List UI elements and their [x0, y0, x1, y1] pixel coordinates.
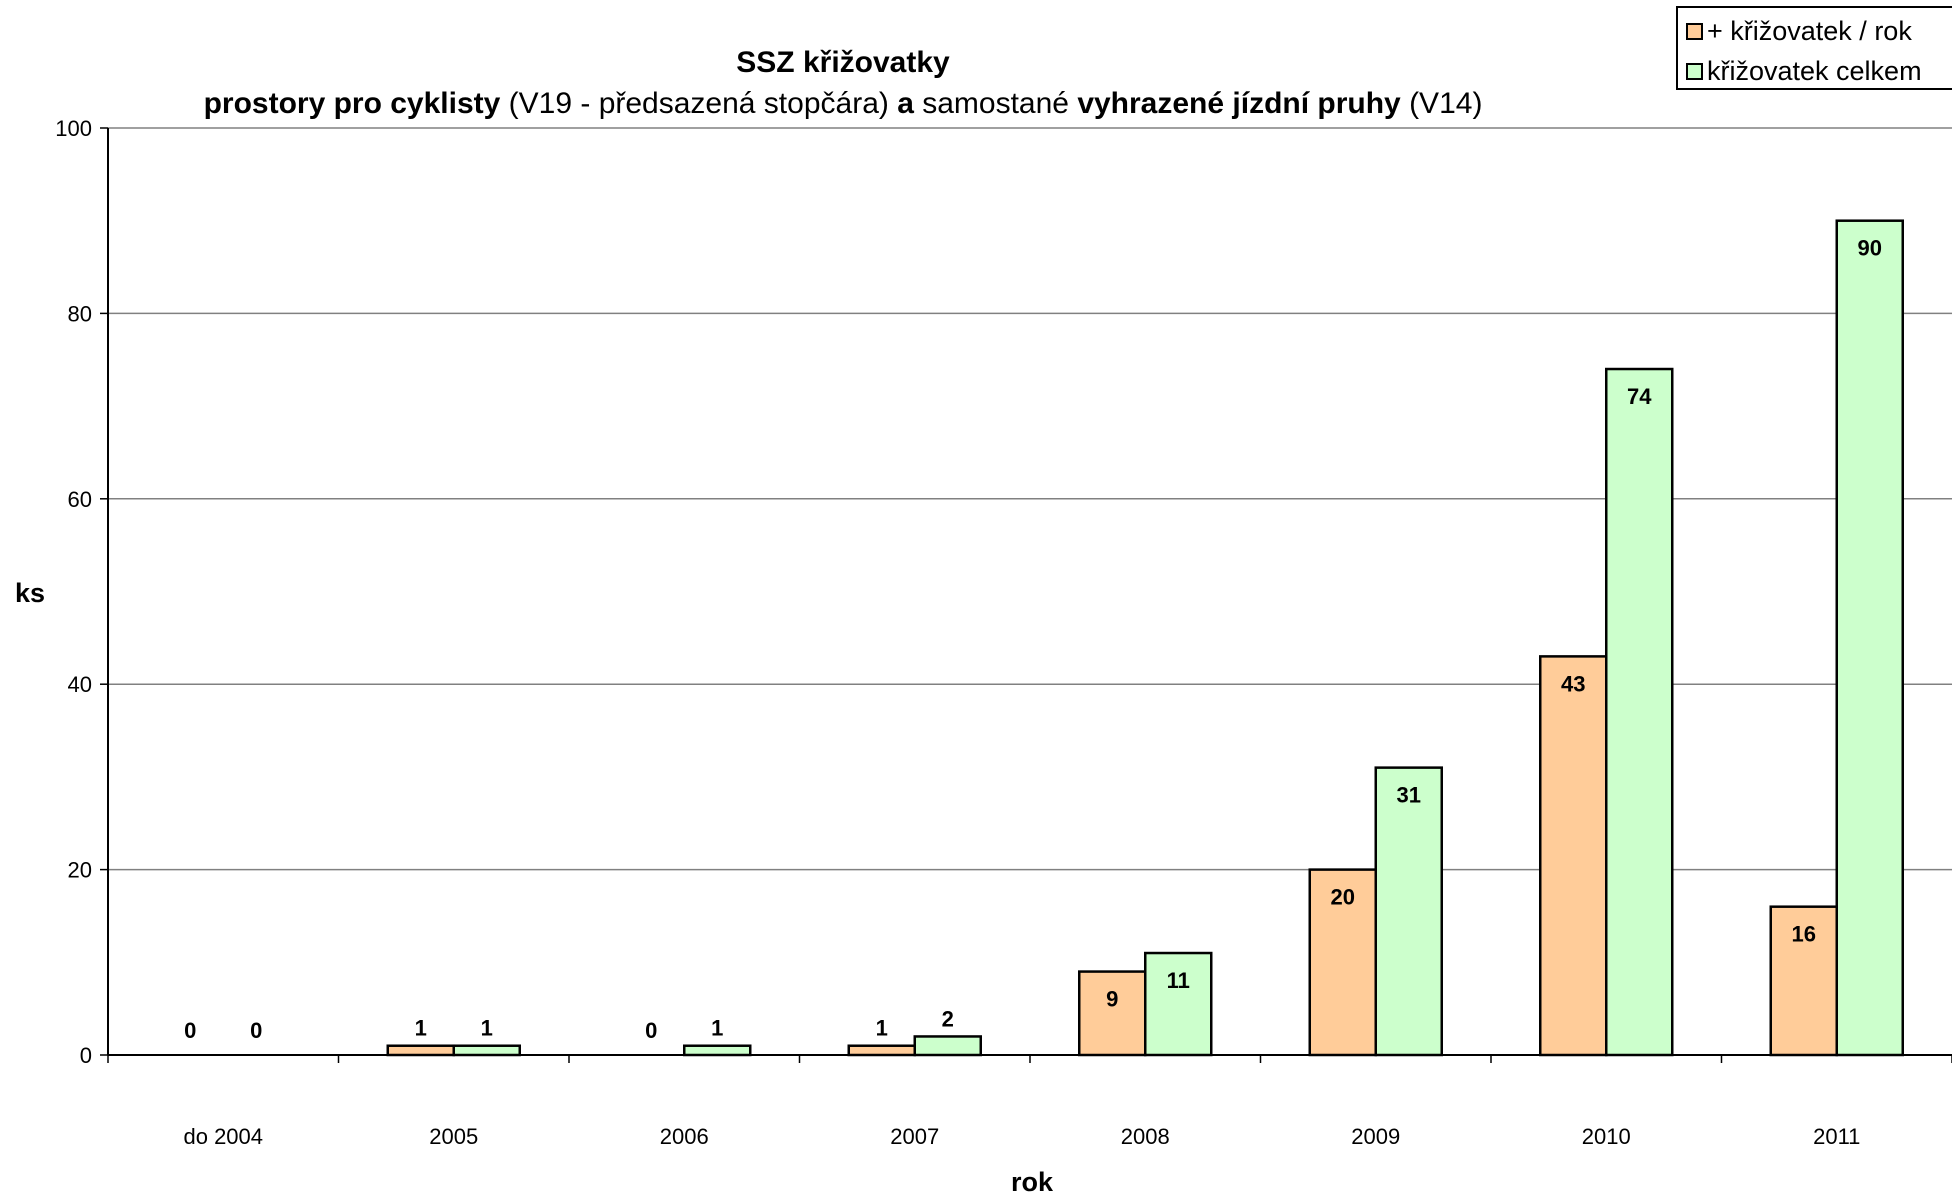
subtitle-part-2: a [897, 87, 914, 120]
y-tick-label: 100 [55, 116, 92, 141]
data-label: 16 [1792, 922, 1816, 947]
chart-title: SSZ křižovatky [736, 46, 950, 79]
data-label: 1 [876, 1016, 888, 1041]
subtitle-part-4: vyhrazené jízdní pruhy [1077, 87, 1401, 120]
y-tick-label: 60 [68, 487, 92, 512]
legend-swatch-total [1686, 63, 1703, 80]
data-label: 43 [1561, 671, 1585, 696]
legend-label-per-year: + křižovatek / rok [1707, 16, 1912, 46]
legend-item-per-year: + křižovatek / rok [1686, 16, 1912, 47]
y-tick-label: 40 [68, 672, 92, 697]
bar [1835, 219, 1904, 1057]
x-axis-label: rok [1011, 1167, 1054, 1197]
data-label: 31 [1397, 783, 1421, 808]
x-tick-label: 2006 [660, 1124, 709, 1149]
data-label: 9 [1106, 987, 1118, 1012]
bar [913, 1035, 982, 1057]
data-label: 0 [184, 1018, 196, 1043]
x-tick-label: 2009 [1351, 1124, 1400, 1149]
bar [386, 1044, 455, 1057]
y-axis: 0 20 40 60 80 100 [55, 116, 109, 1068]
bars [386, 219, 1904, 1057]
data-label: 1 [481, 1016, 493, 1041]
bar [452, 1044, 521, 1057]
legend-item-total: křižovatek celkem [1686, 56, 1922, 87]
subtitle-part-3: samostané [914, 87, 1077, 120]
x-axis: do 2004 2005 2006 2007 2008 2009 2010 2011 [107, 1054, 1952, 1149]
bar [1374, 766, 1443, 1057]
data-label: 20 [1331, 885, 1355, 910]
subtitle-part-0: prostory pro cyklisty [204, 87, 501, 120]
data-label: 1 [415, 1016, 427, 1041]
legend-swatch-per-year [1686, 23, 1703, 40]
y-tick-label: 80 [68, 301, 92, 326]
bar [1539, 655, 1608, 1057]
bar [1078, 970, 1147, 1057]
x-tick-label: 2005 [429, 1124, 478, 1149]
y-tick-label: 0 [80, 1043, 92, 1068]
x-tick-label: 2010 [1582, 1124, 1631, 1149]
data-label: 0 [645, 1018, 657, 1043]
legend: + křižovatek / rok křižovatek celkem [1676, 6, 1952, 90]
chart-subtitle: prostory pro cyklisty (V19 - předsazená … [204, 87, 1483, 120]
data-label: 90 [1858, 236, 1882, 261]
bar [1605, 367, 1674, 1057]
x-tick-label: 2008 [1121, 1124, 1170, 1149]
bar [847, 1044, 916, 1057]
bar [683, 1044, 752, 1057]
legend-label-total: křižovatek celkem [1707, 56, 1922, 86]
data-label: 74 [1627, 384, 1652, 409]
data-label: 2 [942, 1006, 954, 1031]
x-tick-label: 2011 [1813, 1124, 1860, 1149]
data-label: 11 [1167, 968, 1190, 993]
subtitle-part-1: (V19 - předsazená stopčára) [500, 87, 897, 120]
data-label: 0 [250, 1018, 262, 1043]
x-tick-label: do 2004 [183, 1124, 263, 1149]
bar [1144, 951, 1213, 1057]
subtitle-part-5: (V14) [1401, 87, 1483, 120]
y-axis-label: ks [15, 578, 45, 608]
data-label: 1 [711, 1016, 723, 1041]
bar [1769, 905, 1838, 1057]
y-tick-label: 20 [68, 858, 92, 883]
gridlines [108, 127, 1952, 871]
x-tick-label: 2007 [890, 1124, 939, 1149]
